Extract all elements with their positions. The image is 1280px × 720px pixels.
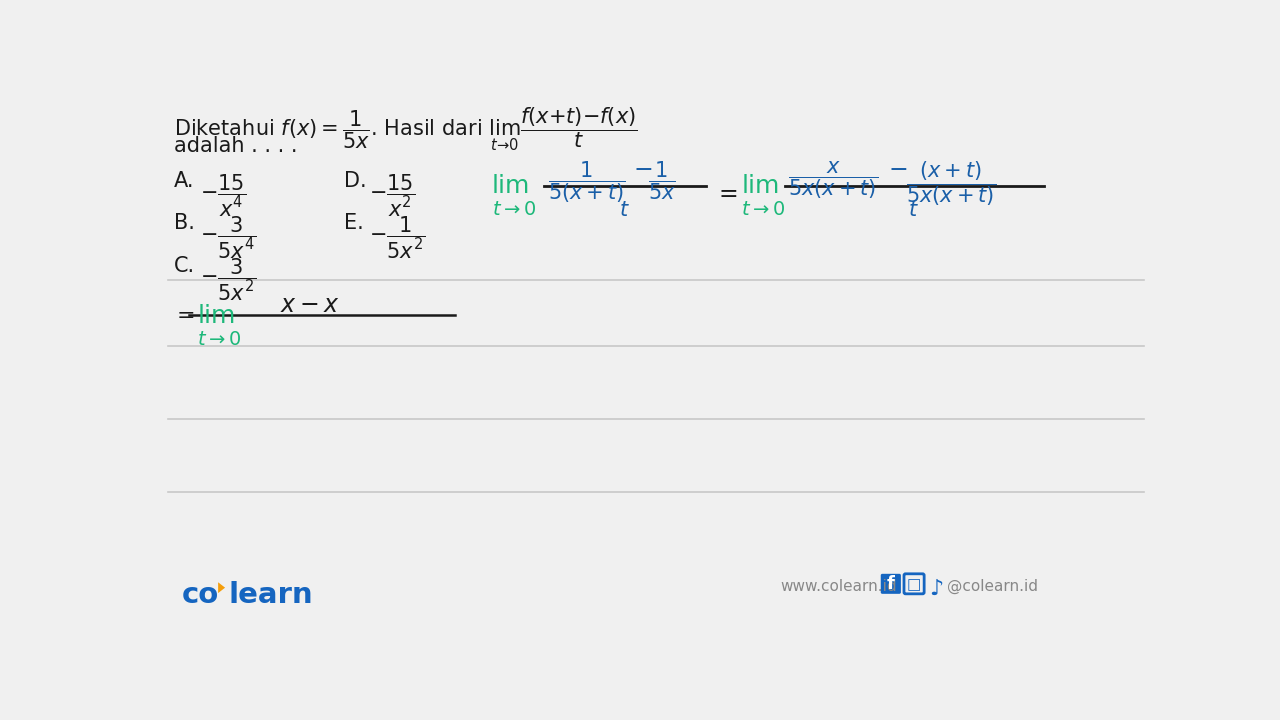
- Text: $-\dfrac{1}{5x^2}$: $-\dfrac{1}{5x^2}$: [369, 215, 425, 261]
- Text: $t \rightarrow 0$: $t \rightarrow 0$: [741, 200, 786, 220]
- Text: $-$: $-$: [888, 156, 908, 181]
- Text: $\dfrac{1}{5x}$: $\dfrac{1}{5x}$: [648, 160, 676, 202]
- Text: □: □: [908, 577, 922, 592]
- Text: adalah . . . .: adalah . . . .: [174, 137, 297, 156]
- Text: lim: lim: [492, 174, 530, 198]
- Text: A.: A.: [174, 171, 195, 191]
- Text: $t$: $t$: [908, 200, 919, 220]
- Text: lim: lim: [741, 174, 780, 198]
- Text: $=$: $=$: [172, 305, 195, 324]
- Text: $-\dfrac{15}{x^4}$: $-\dfrac{15}{x^4}$: [200, 173, 246, 219]
- Text: $-\dfrac{3}{5x^2}$: $-\dfrac{3}{5x^2}$: [200, 257, 256, 303]
- Polygon shape: [218, 582, 225, 593]
- FancyBboxPatch shape: [881, 574, 901, 594]
- Text: $\dfrac{x}{5x(x+t)}$: $\dfrac{x}{5x(x+t)}$: [787, 160, 878, 201]
- Text: $x - x$: $x - x$: [280, 293, 340, 317]
- Text: D.: D.: [344, 171, 367, 191]
- Text: $\dfrac{1}{5(x+t)}$: $\dfrac{1}{5(x+t)}$: [548, 160, 625, 205]
- Text: $-\dfrac{15}{x^2}$: $-\dfrac{15}{x^2}$: [369, 173, 415, 219]
- Text: $t \rightarrow 0$: $t \rightarrow 0$: [492, 200, 536, 220]
- Text: $-$: $-$: [632, 156, 652, 181]
- Text: $t$: $t$: [618, 200, 630, 220]
- Text: B.: B.: [174, 213, 195, 233]
- Text: $=$: $=$: [714, 180, 739, 204]
- Text: learn: learn: [228, 581, 312, 608]
- Text: E.: E.: [344, 213, 365, 233]
- Text: ♪: ♪: [929, 579, 943, 599]
- Text: $\dfrac{(x+t)}{5x(x+t)}$: $\dfrac{(x+t)}{5x(x+t)}$: [905, 160, 996, 208]
- Text: $t \rightarrow 0$: $t \rightarrow 0$: [197, 330, 242, 349]
- Text: www.colearn.id: www.colearn.id: [780, 579, 896, 594]
- Text: co: co: [182, 581, 219, 608]
- Text: C.: C.: [174, 256, 195, 276]
- Text: lim: lim: [197, 305, 236, 328]
- Text: Diketahui $f(x) = \dfrac{1}{5x}$. Hasil dari $\lim_{t \to 0} \dfrac{f(x + t) - f: Diketahui $f(x) = \dfrac{1}{5x}$. Hasil …: [174, 106, 637, 153]
- Text: @colearn.id: @colearn.id: [947, 579, 1038, 595]
- Text: $-\dfrac{3}{5x^4}$: $-\dfrac{3}{5x^4}$: [200, 215, 256, 261]
- Text: f: f: [887, 575, 895, 593]
